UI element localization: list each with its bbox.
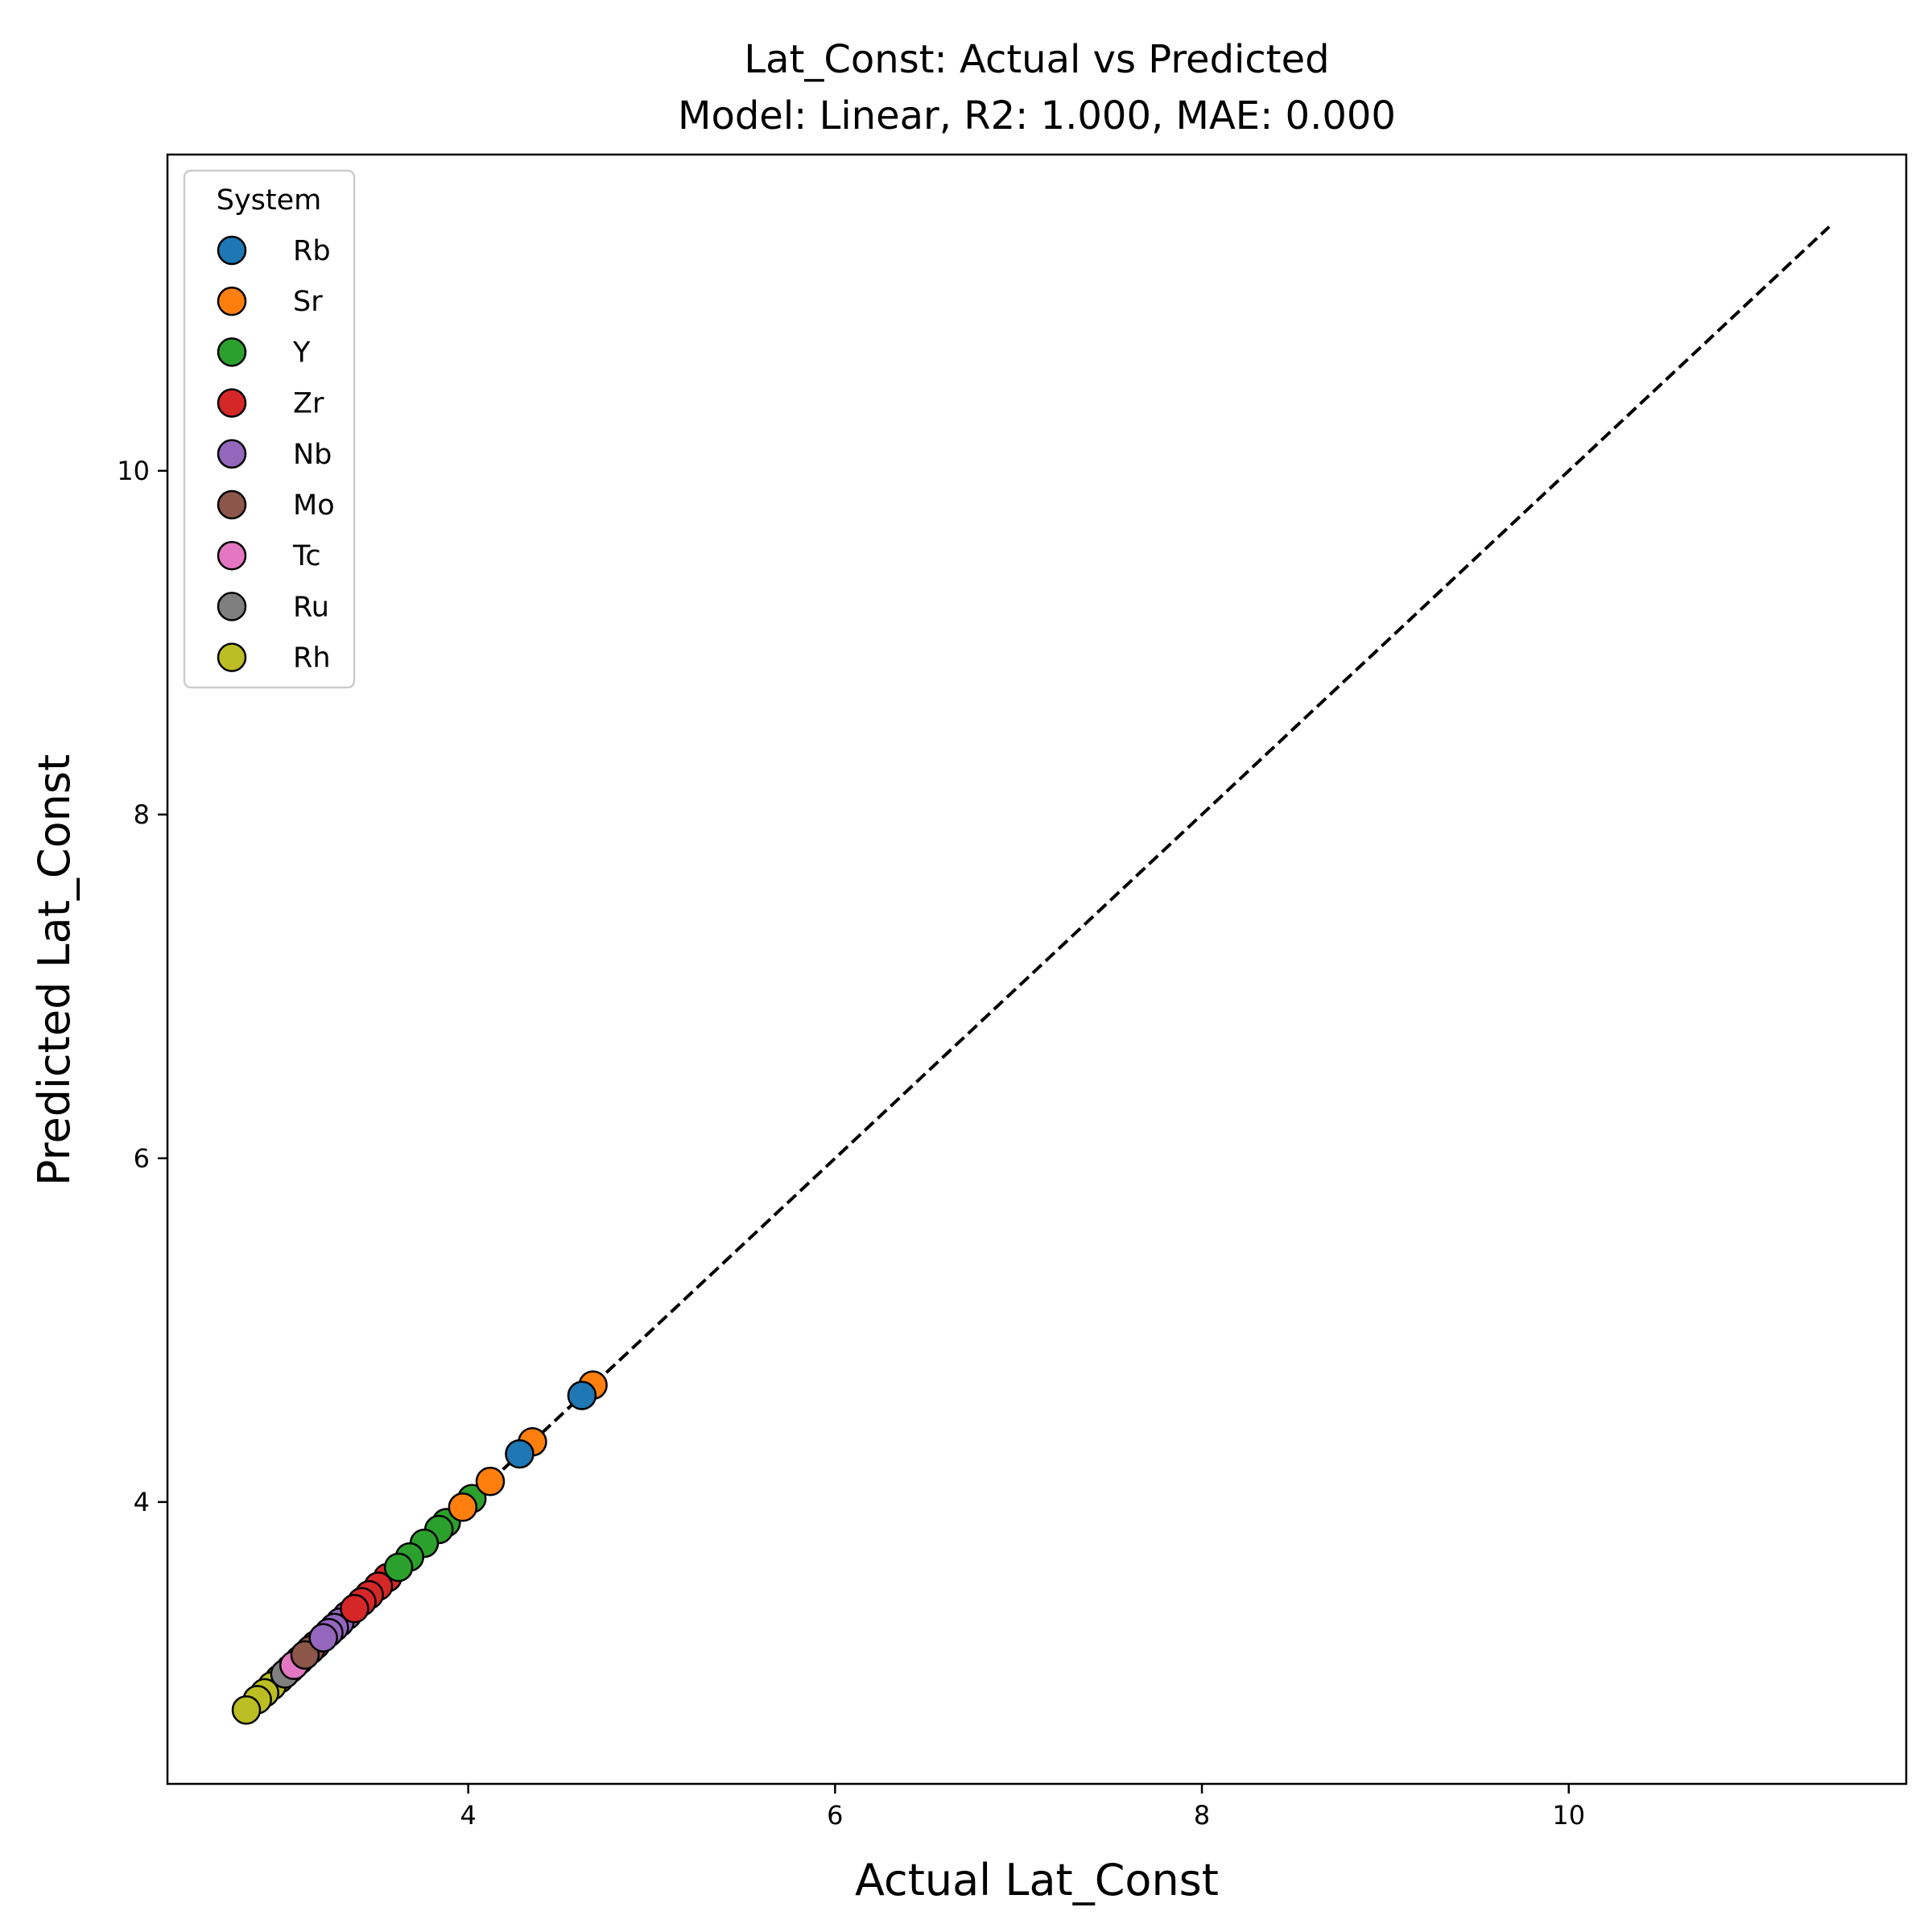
identity-reference-line bbox=[243, 225, 1831, 1713]
legend-marker-sr bbox=[217, 286, 247, 316]
legend-label-ru: Ru bbox=[293, 591, 329, 623]
data-point-rb bbox=[567, 1381, 597, 1410]
plot-frame bbox=[166, 153, 1908, 1785]
legend-label-mo: Mo bbox=[293, 489, 335, 522]
legend-marker-tc bbox=[217, 540, 247, 571]
legend-label-zr: Zr bbox=[293, 388, 324, 420]
data-point-rb bbox=[505, 1439, 535, 1469]
y-axis-label: Predicted Lat_Const bbox=[29, 754, 80, 1186]
legend-marker-y bbox=[217, 337, 247, 367]
x-tick-label: 10 bbox=[1552, 1800, 1585, 1831]
data-point-mo bbox=[290, 1640, 320, 1670]
y-tick-label: 10 bbox=[117, 456, 150, 486]
data-points bbox=[231, 1370, 608, 1725]
y-tick-label: 6 bbox=[134, 1143, 150, 1174]
chart-title-line-1: Lat_Const: Actual vs Predicted bbox=[744, 37, 1329, 82]
legend-label-nb: Nb bbox=[293, 439, 332, 471]
legend-marker-rh bbox=[217, 642, 247, 672]
legend-items: Rb Sr Y Zr Nb Mo Tc Ru Rh bbox=[217, 235, 335, 675]
data-point-nb bbox=[308, 1623, 338, 1653]
chart-title-line-2: Model: Linear, R2: 1.000, MAE: 0.000 bbox=[678, 93, 1396, 138]
legend-marker-rb bbox=[217, 235, 247, 266]
data-point-sr bbox=[448, 1492, 478, 1522]
data-point-rh bbox=[231, 1695, 262, 1725]
legend-marker-ru bbox=[217, 592, 247, 621]
legend-title: System bbox=[217, 184, 322, 217]
legend-label-sr: Sr bbox=[293, 286, 323, 318]
legend-label-rb: Rb bbox=[293, 235, 331, 267]
legend-marker-mo bbox=[217, 489, 247, 520]
y-axis-ticks: 4 6 8 10 bbox=[117, 456, 167, 1517]
legend-marker-zr bbox=[217, 388, 247, 418]
x-tick-label: 4 bbox=[460, 1800, 476, 1831]
legend-label-tc: Tc bbox=[292, 540, 321, 572]
data-point-sr bbox=[475, 1466, 506, 1496]
legend-marker-nb bbox=[217, 439, 247, 469]
x-tick-label: 8 bbox=[1194, 1800, 1210, 1831]
legend-label-rh: Rh bbox=[293, 642, 331, 675]
y-tick-label: 8 bbox=[134, 799, 150, 830]
legend: System Rb Sr Y Zr Nb Mo Tc Ru Rh bbox=[183, 169, 356, 689]
x-axis-ticks: 4 6 8 10 bbox=[460, 1784, 1585, 1831]
data-point-y bbox=[383, 1552, 414, 1583]
y-tick-label: 4 bbox=[134, 1487, 150, 1517]
legend-label-y: Y bbox=[292, 336, 311, 369]
data-point-zr bbox=[340, 1593, 369, 1624]
x-axis-label: Actual Lat_Const bbox=[855, 1855, 1219, 1905]
x-tick-label: 6 bbox=[827, 1800, 843, 1831]
